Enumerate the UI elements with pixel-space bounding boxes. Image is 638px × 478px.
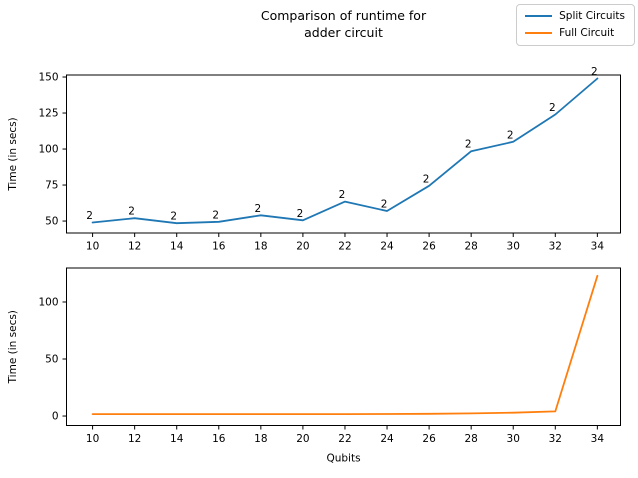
legend-label: Full Circuit <box>559 27 615 39</box>
x-tick-label: 34 <box>591 241 605 253</box>
legend: Split Circuits Full Circuit <box>516 4 635 46</box>
point-annotation: 2 <box>591 66 598 78</box>
point-annotation: 2 <box>339 189 346 201</box>
x-tick-label: 10 <box>86 433 99 445</box>
x-tick-label: 22 <box>338 433 351 445</box>
legend-line-sample-icon <box>525 15 553 17</box>
x-tick-label: 20 <box>296 241 309 253</box>
x-axis-label: Qubits <box>326 453 360 465</box>
x-tick-label: 26 <box>422 433 436 445</box>
y-tick-label: 100 <box>38 296 58 308</box>
y-tick-label: 50 <box>45 354 58 366</box>
x-tick-label: 10 <box>86 241 99 253</box>
axes-spines <box>66 74 621 234</box>
point-annotation: 2 <box>212 209 219 221</box>
y-axis-label: Time (in secs) <box>7 117 19 191</box>
legend-line-sample-icon <box>525 32 553 34</box>
point-annotation: 2 <box>86 210 93 222</box>
x-tick-label: 26 <box>422 241 436 253</box>
point-annotation: 2 <box>297 208 304 220</box>
x-tick-label: 24 <box>380 241 394 253</box>
legend-label: Split Circuits <box>559 10 625 22</box>
point-annotation: 2 <box>128 206 135 218</box>
point-annotation: 2 <box>507 129 514 141</box>
y-tick-label: 150 <box>38 72 58 84</box>
x-tick-label: 34 <box>591 433 605 445</box>
point-annotation: 2 <box>381 198 388 210</box>
x-tick-label: 18 <box>254 433 267 445</box>
y-axis-label: Time (in secs) <box>7 310 19 384</box>
y-tick-label: 100 <box>38 144 58 156</box>
point-annotation: 2 <box>170 211 177 223</box>
y-tick-label: 75 <box>45 180 58 192</box>
legend-item-split-circuits: Split Circuits <box>525 10 625 22</box>
x-tick-label: 28 <box>464 433 477 445</box>
x-tick-label: 14 <box>170 433 184 445</box>
x-tick-label: 28 <box>464 241 477 253</box>
x-tick-label: 16 <box>212 241 226 253</box>
point-annotation: 2 <box>465 139 472 151</box>
axes-spines <box>66 267 621 426</box>
point-annotation: 2 <box>423 173 430 185</box>
x-tick-label: 12 <box>128 241 141 253</box>
x-tick-label: 24 <box>380 433 394 445</box>
point-annotation: 2 <box>254 203 261 215</box>
x-tick-label: 20 <box>296 433 309 445</box>
x-tick-label: 32 <box>549 433 562 445</box>
x-tick-label: 32 <box>549 241 562 253</box>
series-line-full-circuit <box>91 274 599 416</box>
series-line-split-circuits <box>91 77 599 225</box>
x-tick-label: 16 <box>212 433 226 445</box>
x-tick-label: 18 <box>254 241 267 253</box>
legend-item-full-circuit: Full Circuit <box>525 27 625 39</box>
y-tick-label: 0 <box>52 411 59 423</box>
point-annotation: 2 <box>549 102 556 114</box>
y-tick-label: 125 <box>38 108 58 120</box>
x-tick-label: 22 <box>338 241 351 253</box>
y-tick-label: 50 <box>45 216 58 228</box>
x-tick-label: 12 <box>128 433 141 445</box>
x-tick-label: 30 <box>507 241 520 253</box>
chart-title: Comparison of runtime for adder circuit <box>260 8 427 40</box>
x-tick-label: 14 <box>170 241 184 253</box>
x-tick-label: 30 <box>507 433 520 445</box>
